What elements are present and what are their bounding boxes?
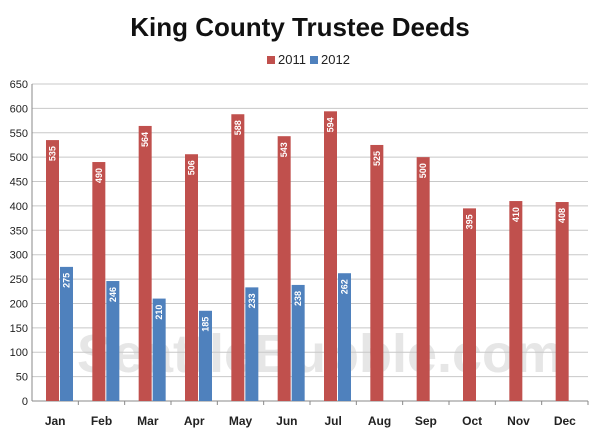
bars: 535 275 490 246 564 210 506 185 588 233 543 238 594 2…: [46, 111, 569, 402]
x-category-label: May: [229, 414, 253, 428]
bar-2012-Jul: [338, 273, 351, 401]
legend-label-2011: 2011: [278, 52, 306, 67]
data-label: 564: [140, 132, 150, 147]
x-category-label: Feb: [91, 414, 112, 428]
data-label: 500: [418, 163, 428, 178]
y-tick-label: 150: [10, 323, 28, 335]
bar-2011-Sep: [416, 157, 430, 401]
data-label: 275: [62, 273, 72, 288]
y-tick-label: 250: [10, 274, 28, 286]
data-label: 588: [233, 120, 243, 135]
y-tick-label: 50: [16, 372, 28, 384]
bar-2011-Nov: [509, 201, 523, 401]
data-label: 185: [201, 317, 211, 332]
y-tick-label: 650: [10, 79, 28, 91]
y-tick-label: 450: [10, 177, 28, 189]
y-tick-label: 550: [10, 128, 28, 140]
data-label: 410: [511, 207, 521, 222]
bar-2011-Mar: [138, 125, 152, 402]
bar-2012-Jan: [60, 266, 73, 401]
legend-label-2012: 2012: [321, 52, 350, 67]
y-tick-label: 100: [10, 347, 28, 359]
data-label: 535: [48, 146, 58, 161]
gridlines: [32, 83, 588, 402]
data-label: 594: [326, 117, 336, 132]
data-label: 210: [154, 305, 164, 320]
y-tick-label: 400: [10, 201, 28, 213]
data-label: 525: [372, 151, 382, 166]
bar-2011-Dec: [555, 202, 569, 401]
bar-2012-Mar: [152, 298, 166, 401]
legend-swatch-2011: [267, 56, 275, 64]
x-category-label: Aug: [368, 414, 391, 428]
data-label: 490: [94, 168, 104, 183]
y-tick-label: 500: [10, 152, 28, 164]
x-category-label: Jan: [45, 414, 66, 428]
bar-2011-Jan: [46, 140, 59, 402]
x-category-label: Jun: [276, 414, 297, 428]
x-category-label: Sep: [415, 414, 437, 428]
data-label: 238: [293, 291, 303, 306]
bar-2012-Jun: [291, 284, 305, 401]
bar-2012-Feb: [106, 281, 120, 401]
data-label: 262: [340, 279, 350, 294]
bar-2012-Apr: [199, 310, 212, 401]
bar-2011-Apr: [185, 154, 198, 401]
data-label: 506: [187, 160, 197, 175]
data-label: 233: [247, 293, 257, 308]
x-category-label: Jul: [324, 414, 341, 428]
data-label: 395: [465, 214, 475, 229]
data-label: 543: [279, 142, 289, 157]
bar-2012-May: [245, 287, 259, 401]
x-category-label: Apr: [184, 414, 205, 428]
bar-2011-May: [231, 114, 245, 401]
data-label: 408: [557, 208, 567, 223]
y-tick-label: 600: [10, 103, 28, 115]
legend-swatch-2012: [310, 56, 318, 64]
chart-title: King County Trustee Deeds: [130, 12, 470, 42]
bar-2011-Feb: [92, 162, 106, 401]
x-category-label: Oct: [462, 414, 482, 428]
y-tick-label: 300: [10, 250, 28, 262]
bar-2011-Jul: [324, 111, 337, 402]
y-tick-label: 350: [10, 225, 28, 237]
y-tick-label: 0: [22, 396, 28, 408]
bar-2011-Oct: [463, 208, 476, 401]
y-tick-label: 200: [10, 298, 28, 310]
bar-2011-Aug: [370, 144, 384, 401]
x-category-label: Dec: [554, 414, 576, 428]
x-category-label: Mar: [137, 414, 159, 428]
bar-2011-Jun: [277, 136, 291, 401]
legend: 2011 2012: [267, 52, 350, 67]
x-category-label: Nov: [507, 414, 530, 428]
x-axis: Jan Feb Mar Apr May Jun Jul Aug Sep Oct Nov Dec: [45, 401, 589, 428]
data-label: 246: [108, 287, 118, 302]
